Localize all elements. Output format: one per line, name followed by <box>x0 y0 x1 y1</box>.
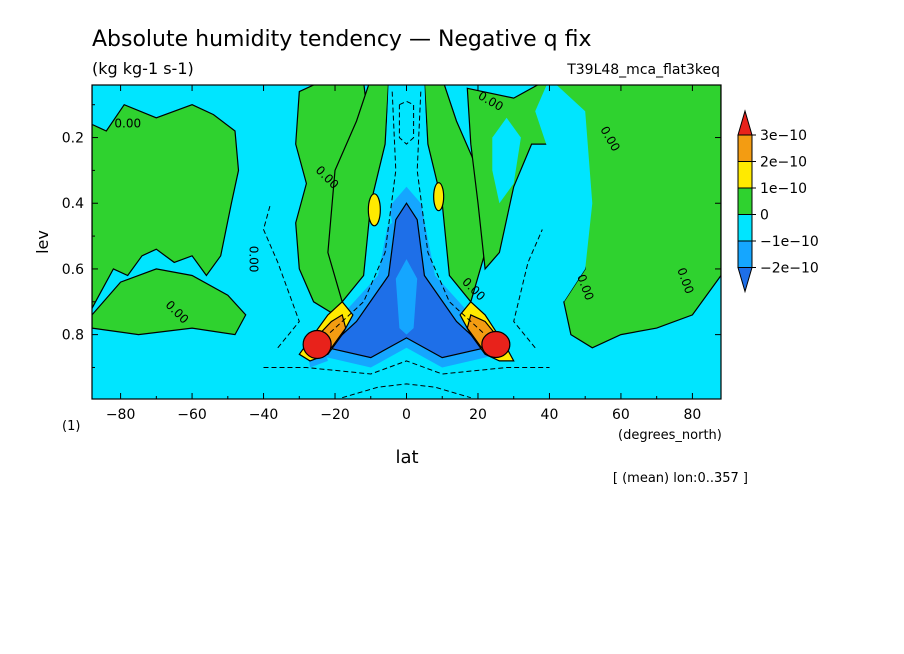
colorbar-segment <box>737 187 753 215</box>
x-tick-label: 0 <box>402 407 411 423</box>
yellow-patch-north <box>433 182 445 212</box>
plot-area: 0.000.000.000.000.000.00 0.000.000.00 <box>92 85 721 399</box>
y-tick-label: 0.4 <box>62 196 84 212</box>
colorbar: 3e−10 2e−10 1e−10 0 −1e−10 −2e−10 <box>737 109 819 294</box>
x-tick-label: 40 <box>541 407 559 423</box>
contour-dashed-2 <box>416 91 486 335</box>
contour-dashed-5 <box>263 360 550 375</box>
x-axis-unit: (degrees_north) <box>618 428 722 443</box>
colorbar-segment <box>737 134 753 162</box>
colorbar-label: −2e−10 <box>760 261 819 277</box>
y-tick-label: 0.8 <box>62 328 84 344</box>
x-tick-label: 80 <box>683 407 701 423</box>
x-tick-label: −60 <box>177 407 207 423</box>
colorbar-label: 3e−10 <box>760 128 807 144</box>
x-tick-label: 20 <box>469 407 487 423</box>
y-tick-label: 0.6 <box>62 262 84 278</box>
contour-label-1: 0.00 <box>114 117 141 131</box>
y-axis: 0.2 0.4 0.6 0.8 <box>62 104 721 368</box>
yellow-patch-south <box>367 193 381 227</box>
x-tick-label: −20 <box>320 407 350 423</box>
x-tick-label: −40 <box>249 407 279 423</box>
footnote: [ (mean) lon:0..357 ] <box>613 471 748 486</box>
y-tick-label: 0.2 <box>62 131 84 147</box>
cyan-patch-north <box>492 117 521 204</box>
chart-subtitle: (kg kg-1 s-1) <box>92 59 194 78</box>
contour-dashed-6 <box>342 383 471 399</box>
x-axis: −80 −60 −40 −20 0 20 40 60 80 <box>106 85 701 423</box>
contour-label-2: 0.00 <box>246 246 260 273</box>
colorbar-segment <box>737 214 753 242</box>
max-south-red <box>302 329 332 360</box>
green-region-south-2 <box>92 268 247 336</box>
run-label: T39L48_mca_flat3keq <box>566 62 720 78</box>
x-tick-label: 60 <box>612 407 630 423</box>
colorbar-label: −1e−10 <box>760 234 819 250</box>
contour-dashed-7 <box>398 100 415 145</box>
y-axis-label: lev <box>33 230 52 254</box>
colorbar-label: 0 <box>760 208 769 224</box>
negative-core-inner <box>395 259 418 335</box>
contour-dashed-3 <box>262 203 300 349</box>
colorbar-label: 2e−10 <box>760 155 807 171</box>
contour-dashed-4 <box>513 229 543 349</box>
x-tick-label: −80 <box>106 407 136 423</box>
colorbar-label: 1e−10 <box>760 181 807 197</box>
colorbar-top-arrow <box>737 109 753 136</box>
cyan-gap-north <box>535 85 593 302</box>
colorbar-segment <box>737 240 753 268</box>
colorbar-bottom-arrow <box>737 267 753 294</box>
chart-title: Absolute humidity tendency — Negative q … <box>92 27 592 52</box>
y-axis-unit: (1) <box>62 419 80 434</box>
contour-dashed-1 <box>327 91 397 335</box>
green-region-south-1 <box>92 85 240 309</box>
max-north-red <box>481 330 511 359</box>
colorbar-segment <box>737 161 753 189</box>
x-axis-label: lat <box>395 447 418 468</box>
